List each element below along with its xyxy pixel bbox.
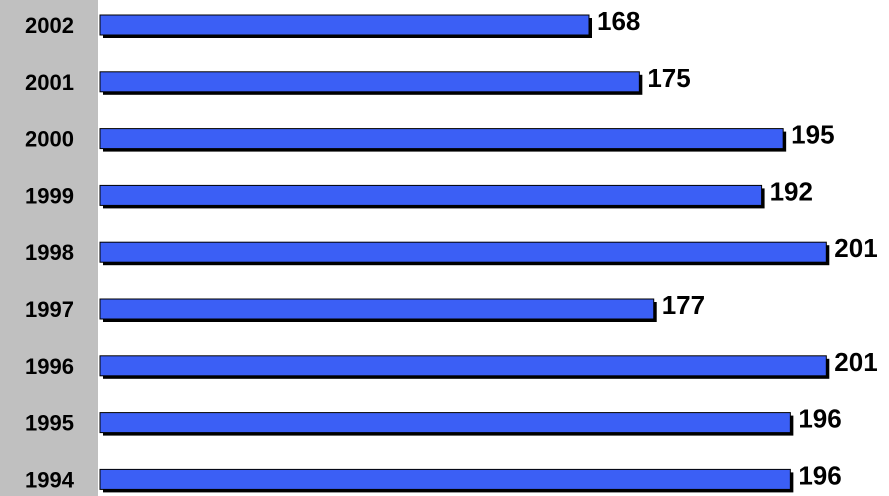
bar: [99, 14, 590, 36]
bar: [99, 468, 791, 490]
value-label: 177: [662, 290, 705, 320]
category-label: 1994: [25, 467, 75, 492]
category-label: 1997: [25, 297, 74, 322]
category-label: 2002: [25, 13, 74, 38]
category-label: 1996: [25, 354, 74, 379]
bar: [99, 128, 784, 150]
value-label: 196: [798, 404, 841, 434]
value-label: 175: [647, 63, 690, 93]
value-label: 168: [597, 6, 640, 36]
bars-group: [99, 14, 830, 493]
bar: [99, 241, 827, 263]
value-label: 192: [770, 176, 813, 206]
bar: [99, 412, 791, 434]
category-label: 2000: [25, 127, 74, 152]
category-label: 1999: [25, 183, 74, 208]
bar: [99, 184, 763, 206]
category-label: 2001: [25, 70, 74, 95]
value-label: 196: [798, 460, 841, 490]
bar: [99, 71, 640, 93]
category-label: 1995: [25, 411, 74, 436]
bar: [99, 355, 827, 377]
value-label: 201: [834, 233, 877, 263]
category-axis-band: [0, 0, 98, 496]
category-label: 1998: [25, 240, 74, 265]
bar: [99, 298, 655, 320]
value-label: 201: [834, 347, 877, 377]
value-label: 195: [791, 120, 834, 150]
category-labels-group: 2002 2001 2000 1999 1998 1997 1996 1995 1994: [25, 13, 75, 492]
